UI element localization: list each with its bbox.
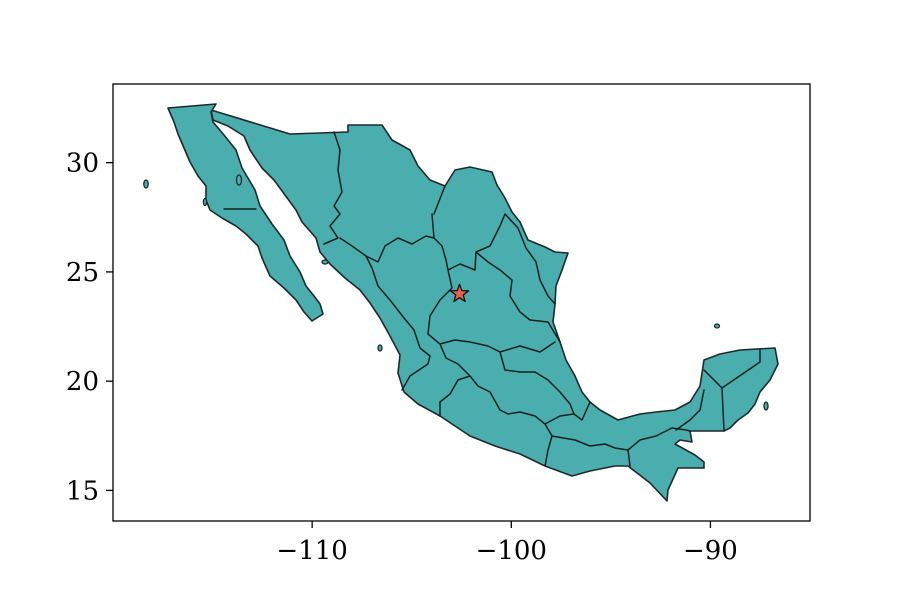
x-tick-label: −110	[276, 536, 347, 566]
state-borders	[323, 131, 761, 467]
island-revillagigedo	[377, 344, 383, 352]
mainland-mexico	[210, 109, 779, 502]
x-axis: −110 −100 −90	[276, 521, 738, 566]
y-tick-label: 30	[66, 149, 99, 179]
baja-california-peninsula	[167, 103, 324, 322]
star-marker-icon	[449, 283, 470, 303]
island-cedros	[202, 197, 208, 207]
island-alacranes	[713, 323, 721, 329]
x-tick-label: −100	[476, 536, 547, 566]
y-axis: 15 20 25 30	[66, 149, 113, 506]
island-marias	[321, 259, 329, 265]
axes-frame	[112, 83, 811, 522]
y-tick-label: 25	[66, 258, 99, 288]
island-cozumel	[763, 401, 769, 411]
y-tick-label: 15	[66, 476, 99, 506]
y-tick-label: 20	[66, 367, 99, 397]
island-guadalupe	[143, 179, 149, 189]
x-tick-label: −90	[683, 536, 738, 566]
location-marker-layer	[449, 283, 470, 303]
mexico-map	[143, 103, 779, 502]
island-tiburon	[235, 174, 243, 186]
